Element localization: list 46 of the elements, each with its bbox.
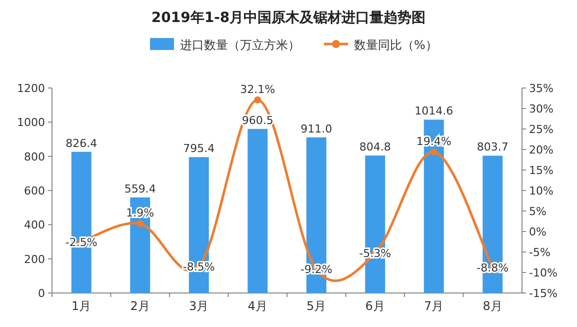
y2-tick-label: -10%: [529, 266, 558, 280]
data-label: 911.0: [300, 122, 332, 136]
y2-tick-label: 15%: [529, 164, 554, 177]
y-tick-label: 0: [38, 287, 45, 300]
point: [136, 220, 144, 228]
y2-tick-label: 5%: [529, 205, 546, 218]
data-label: 559.4: [124, 182, 156, 196]
data-label: 826.4: [66, 136, 98, 150]
y2-tick-label: 0%: [529, 226, 546, 238]
data-label: 32.1%: [240, 82, 276, 96]
y2-tick-label: 35%: [529, 82, 554, 95]
legend-label: 数量同比（%）: [354, 38, 438, 52]
point: [430, 148, 438, 156]
data-label: -9.2%: [300, 263, 332, 276]
bar: [248, 128, 268, 293]
point: [254, 96, 262, 104]
x-tick-label: 5月: [306, 299, 326, 313]
y-tick-label: 200: [24, 252, 45, 266]
x-tick-label: 8月: [482, 299, 502, 313]
x-tick-label: 6月: [365, 299, 385, 313]
chart-title: 2019年1-8月中国原木及锯材进口量趋势图: [151, 10, 426, 26]
data-label: -2.5%: [65, 236, 98, 249]
data-label: 803.7: [476, 140, 508, 154]
legend-label: 进口数量（万立方米）: [180, 38, 300, 52]
x-tick-label: 4月: [248, 299, 268, 313]
y-tick-label: 400: [24, 218, 45, 232]
y2-tick-label: 20%: [529, 144, 554, 156]
data-label: 795.4: [183, 142, 215, 156]
data-label: -8.5%: [182, 260, 215, 274]
data-label: -8.8%: [476, 262, 509, 275]
y-tick-label: 600: [24, 184, 45, 198]
y2-tick-label: 25%: [529, 123, 554, 136]
data-label: 804.8: [359, 140, 391, 154]
data-label: 1014.6: [414, 104, 454, 118]
data-label: -5.3%: [359, 247, 392, 260]
x-tick-label: 7月: [424, 299, 444, 313]
y2-tick-label: -5%: [529, 246, 550, 259]
x-tick-label: 3月: [189, 299, 209, 313]
y-tick-label: 1000: [17, 116, 45, 130]
y-tick-label: 1200: [17, 82, 45, 95]
y2-tick-label: 10%: [529, 184, 554, 198]
y2-tick-label: -15%: [529, 287, 558, 300]
x-tick-label: 2月: [130, 299, 150, 313]
y-tick-label: 800: [24, 150, 45, 164]
x-tick-label: 1月: [72, 299, 92, 313]
y2-tick-label: 30%: [529, 102, 554, 116]
